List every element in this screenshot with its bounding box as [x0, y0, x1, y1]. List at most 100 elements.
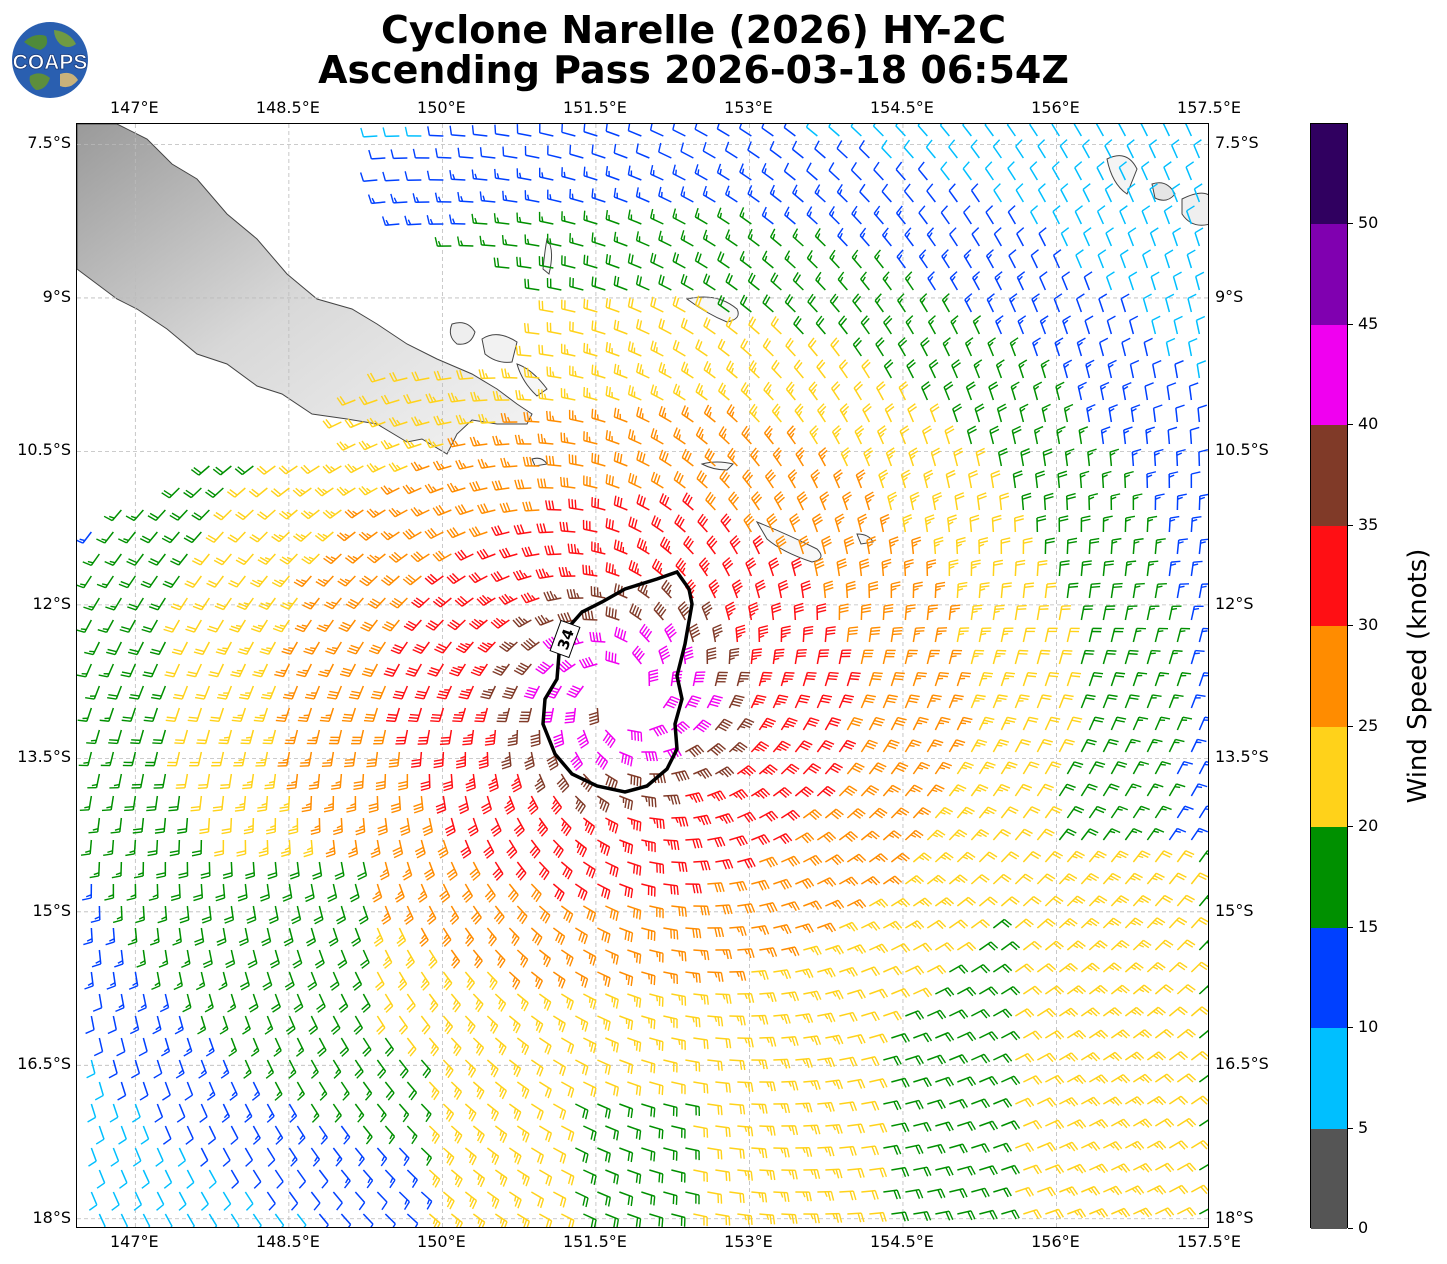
wind-barb: [104, 883, 115, 901]
wind-barb: [1043, 492, 1054, 511]
wind-barb: [895, 205, 906, 225]
wind-barb: [434, 641, 452, 654]
wind-barb: [1044, 672, 1060, 687]
wind-barb: [561, 1213, 575, 1227]
wind-barb: [891, 1166, 910, 1177]
colorbar-tick-mark: [1348, 926, 1353, 928]
wind-barb: [1198, 627, 1208, 643]
wind-barb: [104, 553, 122, 566]
wind-barb: [759, 947, 778, 958]
wind-barb: [833, 469, 843, 489]
wind-barb: [627, 1125, 642, 1140]
wind-barb: [142, 1213, 151, 1227]
lat-tick-label: 18°S: [32, 1207, 71, 1227]
wind-barb: [152, 729, 167, 745]
lat-tick-label: 15°S: [32, 900, 71, 920]
wind-barb: [354, 1191, 366, 1211]
wind-barb: [1124, 694, 1140, 709]
wind-barb: [841, 491, 852, 511]
wind-barb: [332, 1191, 343, 1211]
wind-barb: [1079, 470, 1090, 489]
wind-barb: [403, 619, 422, 632]
wind-barb: [484, 729, 497, 746]
wind-barb: [781, 946, 800, 957]
wind-barb: [663, 1059, 678, 1073]
wind-barb: [106, 641, 123, 656]
wind-barb: [151, 685, 167, 700]
wind-barb: [881, 558, 892, 577]
wind-barb: [141, 619, 159, 633]
wind-barb: [672, 296, 686, 313]
wind-barb: [1032, 381, 1043, 401]
wind-barb: [352, 971, 363, 991]
wind-barb: [940, 205, 950, 225]
wind-barb: [323, 597, 342, 610]
wind-barb: [847, 1034, 866, 1045]
wind-barb: [605, 298, 620, 313]
wind-barb: [77, 531, 92, 544]
wind-barb: [949, 1143, 968, 1154]
wind-barb: [773, 1147, 790, 1158]
wind-barb: [558, 566, 576, 577]
wind-barb: [1155, 1207, 1175, 1217]
wind-barb: [1145, 426, 1155, 445]
wind-barb: [650, 208, 664, 225]
wind-barb: [389, 597, 408, 609]
wind-barb: [1014, 559, 1026, 577]
wind-barb: [707, 1015, 724, 1027]
wind-barb: [494, 993, 507, 1012]
wind-barb: [846, 853, 867, 863]
wind-barb: [904, 649, 918, 665]
wind-barb: [635, 231, 650, 247]
wind-barb: [508, 1103, 522, 1121]
wind-barb: [926, 649, 940, 665]
wind-barb: [591, 276, 606, 291]
wind-barb: [682, 646, 694, 665]
wind-barb: [500, 412, 518, 423]
wind-barb: [1118, 161, 1127, 181]
wind-barb: [824, 671, 839, 687]
wind-barb: [957, 1120, 976, 1131]
wind-barb: [962, 161, 972, 181]
wind-barb: [707, 1059, 723, 1071]
wind-barb: [927, 271, 936, 291]
wind-barb: [201, 905, 212, 924]
wind-barb: [948, 874, 968, 885]
wind-barb: [1014, 1008, 1035, 1018]
wind-barb: [1065, 492, 1076, 511]
wind-barb: [234, 795, 247, 812]
wind-barb: [238, 927, 249, 947]
wind-barb: [828, 124, 840, 137]
wind-barb: [220, 1059, 230, 1079]
wind-barb: [88, 1191, 98, 1211]
wind-barb: [1170, 139, 1180, 159]
colorbar-tick-label: 10: [1358, 1017, 1379, 1037]
wind-barb: [917, 161, 928, 181]
wind-barb: [412, 148, 430, 159]
wind-barb: [428, 1037, 440, 1057]
wind-barb: [825, 899, 845, 910]
wind-barb: [1124, 515, 1136, 533]
wind-barb: [94, 1081, 105, 1101]
wind-barb: [780, 717, 798, 731]
wind-barb: [125, 839, 137, 857]
wind-barb: [605, 166, 620, 181]
wind-barb: [759, 1036, 777, 1047]
wind-barb: [229, 1081, 238, 1101]
wind-barb: [803, 1079, 821, 1091]
wind-barb: [729, 880, 748, 892]
wind-barb: [566, 685, 584, 698]
wind-barb: [662, 695, 681, 709]
wind-barb: [178, 1191, 187, 1211]
wind-barb: [919, 293, 929, 313]
wind-barb: [472, 1125, 485, 1144]
wind-barb: [322, 418, 342, 429]
island: [1181, 192, 1208, 226]
wind-barb: [1124, 962, 1144, 973]
wind-barb: [225, 949, 236, 969]
wind-barb: [424, 483, 444, 494]
wind-barb: [135, 905, 145, 924]
wind-barb: [671, 1037, 686, 1051]
wind-barb: [999, 492, 1010, 511]
wind-barb: [1088, 895, 1108, 907]
